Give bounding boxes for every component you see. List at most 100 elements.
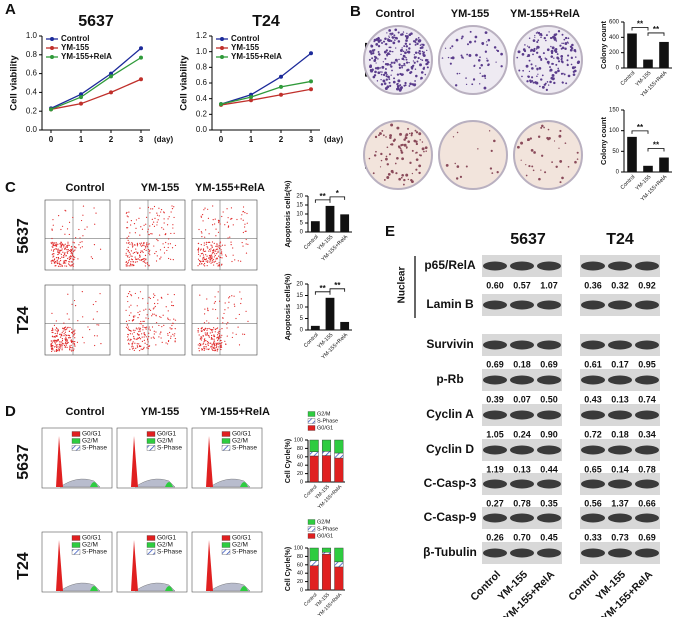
event [153, 302, 156, 305]
event [52, 259, 54, 261]
event [51, 228, 53, 230]
y-tick-label: 600 [609, 20, 620, 26]
event [75, 247, 77, 249]
event [69, 264, 71, 266]
event [219, 300, 221, 302]
event [210, 257, 212, 259]
colony [417, 52, 420, 54]
event [240, 218, 242, 220]
event [131, 319, 134, 321]
event [223, 312, 225, 315]
event [220, 249, 222, 251]
colony [425, 150, 427, 152]
event [79, 241, 81, 244]
legend-swatch [71, 535, 81, 541]
event [96, 324, 98, 326]
protein-band [510, 445, 534, 455]
event [72, 265, 74, 267]
event [57, 253, 60, 255]
event [130, 220, 132, 222]
event [242, 245, 244, 247]
event [226, 327, 228, 329]
colony [386, 52, 390, 56]
colony [545, 88, 548, 91]
legend-swatch [307, 425, 316, 431]
x-tick-label: 1 [79, 135, 84, 144]
band-value: 0.26 [486, 532, 504, 542]
event [204, 334, 207, 336]
band-value: 0.32 [611, 280, 629, 290]
event [212, 347, 214, 349]
colony [532, 53, 534, 56]
colony [570, 63, 573, 66]
event [69, 348, 71, 350]
bar-segment [334, 439, 344, 454]
event [148, 264, 150, 266]
protein-band [537, 548, 561, 558]
event [203, 313, 206, 315]
event [174, 244, 177, 247]
flow-plot [119, 199, 186, 271]
protein-label: p-Rb [436, 372, 463, 386]
event [59, 263, 61, 266]
event [199, 255, 201, 257]
event [74, 332, 76, 334]
event [51, 312, 53, 314]
colony [559, 129, 562, 133]
colony [386, 75, 388, 77]
protein-band [608, 340, 632, 350]
histogram-frame [41, 427, 113, 489]
event [220, 344, 222, 346]
colony [526, 80, 529, 83]
colony [396, 156, 399, 160]
event [126, 215, 128, 217]
event [139, 234, 141, 236]
event [129, 348, 131, 350]
colony [423, 66, 426, 69]
event [145, 243, 148, 245]
s-phase-area [59, 582, 101, 592]
colony [449, 47, 452, 49]
colony [388, 81, 391, 84]
event [167, 246, 169, 249]
event [135, 248, 137, 250]
colony [397, 40, 401, 43]
event [153, 330, 155, 332]
event [139, 322, 141, 325]
event [147, 348, 149, 350]
protein-band [510, 479, 534, 489]
g2-peak [90, 482, 98, 487]
band-value: 0.73 [611, 532, 629, 542]
event [61, 256, 63, 258]
colony [403, 59, 405, 61]
colony [402, 31, 405, 33]
event [169, 327, 171, 329]
colony [423, 150, 425, 153]
colony [419, 154, 422, 157]
event [51, 340, 53, 342]
colony [486, 44, 489, 46]
bar-segment [309, 451, 319, 457]
data-point [109, 71, 113, 76]
colony [397, 79, 401, 83]
event [131, 242, 133, 244]
event [57, 329, 59, 331]
event [214, 328, 216, 330]
colony [422, 43, 425, 47]
event [127, 336, 129, 338]
event [148, 233, 150, 236]
event [137, 297, 140, 299]
colony [375, 62, 377, 64]
colony [400, 143, 403, 147]
event [201, 232, 203, 234]
g1-peak [131, 436, 138, 487]
event [52, 242, 54, 244]
colony [399, 132, 402, 136]
significance-bracket [647, 148, 665, 152]
event [213, 340, 216, 342]
colony [380, 159, 383, 162]
event [65, 265, 68, 267]
y-tick-label: 80 [297, 554, 303, 560]
colony [493, 46, 497, 49]
colony [376, 80, 379, 82]
